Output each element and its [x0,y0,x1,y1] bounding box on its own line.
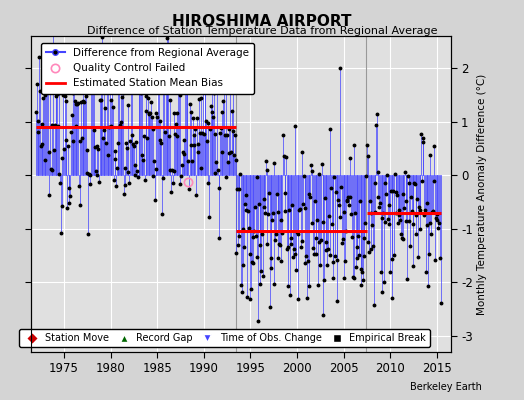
Text: HIROSHIMA AIRPORT: HIROSHIMA AIRPORT [172,14,352,29]
Legend: Station Move, Record Gap, Time of Obs. Change, Empirical Break: Station Move, Record Gap, Time of Obs. C… [19,329,430,347]
Text: Difference of Station Temperature Data from Regional Average: Difference of Station Temperature Data f… [87,26,437,36]
Text: Berkeley Earth: Berkeley Earth [410,382,482,392]
Y-axis label: Monthly Temperature Anomaly Difference (°C): Monthly Temperature Anomaly Difference (… [477,73,487,315]
